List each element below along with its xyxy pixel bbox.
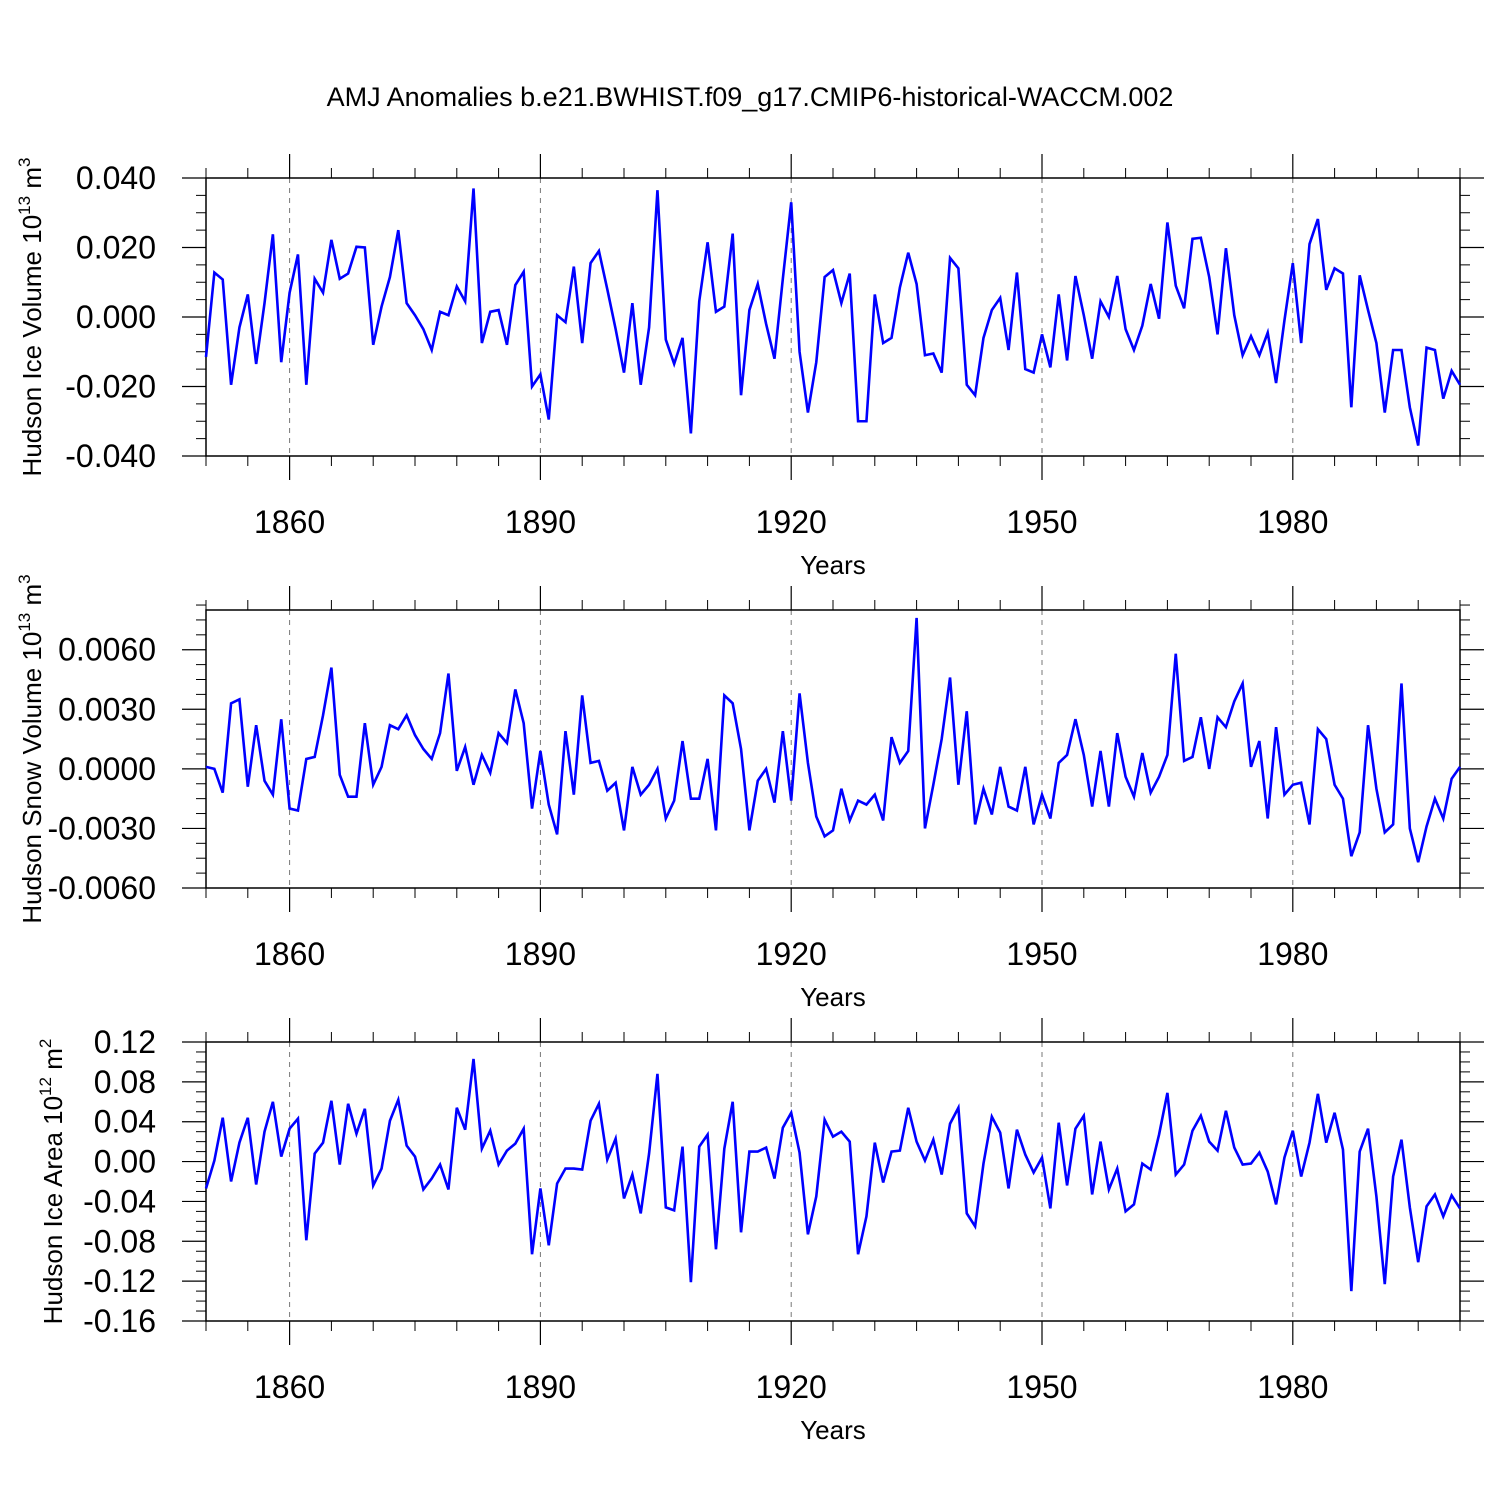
y-tick-label: -0.0030 [47, 810, 156, 846]
x-tick-label: 1980 [1257, 504, 1328, 540]
y-axis-label-unit: m [38, 1048, 68, 1077]
y-tick-label: -0.0060 [47, 870, 156, 906]
x-axis-label: Years [800, 550, 866, 580]
chart-panel-1: 1860 1890 1920 1950 1980 -0.040 -0.020 0.000 0.0… [15, 154, 1484, 580]
y-axis-label-unit-exponent: 2 [36, 1039, 55, 1048]
x-tick-label: 1860 [254, 1369, 325, 1405]
x-tick-label: 1920 [756, 504, 827, 540]
y-tick-label: 0.0000 [58, 751, 156, 787]
y-axis-label: Hudson Snow Volume 1013 m3 [15, 574, 47, 923]
y-tick-label: 0.040 [76, 160, 156, 196]
y-tick-label: -0.08 [83, 1223, 156, 1259]
y-axis-label-unit-exponent: 3 [15, 158, 34, 167]
panels: 1860 1890 1920 1950 1980 -0.040 -0.020 0.000 0.0… [15, 154, 1484, 1445]
x-tick-label: 1950 [1006, 1369, 1077, 1405]
y-tick-label: 0.00 [94, 1144, 156, 1180]
x-tick-label: 1860 [254, 504, 325, 540]
x-tick-label: 1950 [1006, 504, 1077, 540]
y-tick-label: -0.020 [65, 369, 156, 405]
y-tick-label: 0.08 [94, 1064, 156, 1100]
x-tick-label: 1890 [505, 1369, 576, 1405]
y-tick-label: -0.04 [83, 1183, 156, 1219]
y-tick-label: -0.16 [83, 1303, 156, 1339]
x-tick-label: 1920 [756, 936, 827, 972]
y-axis-label-text: Hudson Ice Volume 10 [17, 215, 47, 477]
series-line [204, 188, 1462, 446]
x-tick-label: 1890 [505, 936, 576, 972]
figure-title: AMJ Anomalies b.e21.BWHIST.f09_g17.CMIP6… [327, 82, 1174, 112]
x-tick-label: 1980 [1257, 1369, 1328, 1405]
y-tick-label: -0.040 [65, 438, 156, 474]
x-axis-label: Years [800, 982, 866, 1012]
y-tick-label: 0.000 [76, 299, 156, 335]
y-axis-label: Hudson Ice Area 1012 m2 [36, 1039, 68, 1325]
y-axis-label-text: Hudson Ice Area 10 [38, 1096, 68, 1324]
series-line [204, 1058, 1462, 1292]
y-tick-label: -0.12 [83, 1263, 156, 1299]
series-line [205, 617, 1462, 863]
y-tick-label: 0.0030 [58, 691, 156, 727]
plot-frame [205, 609, 1461, 889]
y-axis-label: Hudson Ice Volume 1013 m3 [15, 158, 47, 477]
x-axis-label: Years [800, 1415, 866, 1445]
plot-frame [205, 177, 1461, 457]
y-axis-label-exponent: 13 [15, 613, 34, 632]
x-tick-label: 1980 [1257, 936, 1328, 972]
plot-frame [205, 1041, 1461, 1322]
chart-panel-3: 1860 1890 1920 1950 1980 -0.16 -0.12 -0.08 -0.04… [36, 1018, 1484, 1445]
x-tick-label: 1920 [756, 1369, 827, 1405]
y-axis-label-unit-exponent: 3 [15, 574, 34, 583]
x-tick-label: 1950 [1006, 936, 1077, 972]
y-tick-label: 0.020 [76, 230, 156, 266]
chart-panel-2: 1860 1890 1920 1950 1980 -0.0060 -0.0030 0.0000… [15, 574, 1484, 1012]
x-tick-label: 1890 [505, 504, 576, 540]
y-axis-label-unit: m [17, 584, 47, 613]
y-axis-label-text: Hudson Snow Volume 10 [17, 632, 47, 924]
y-tick-label: 0.12 [94, 1024, 156, 1060]
y-tick-label: 0.04 [94, 1104, 156, 1140]
y-axis-label-exponent: 13 [15, 196, 34, 215]
y-tick-label: 0.0060 [58, 632, 156, 668]
y-axis-label-unit: m [17, 167, 47, 196]
x-tick-label: 1860 [254, 936, 325, 972]
y-axis-label-exponent: 12 [36, 1077, 55, 1096]
